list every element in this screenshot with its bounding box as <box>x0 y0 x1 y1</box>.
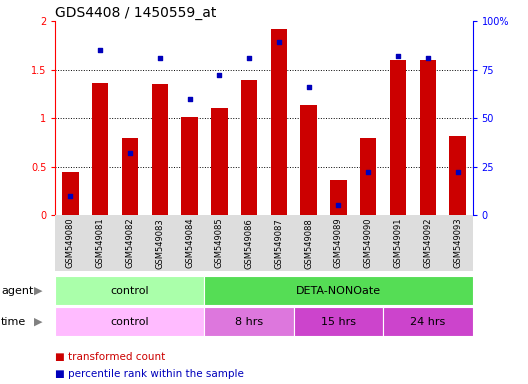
Point <box>305 84 313 90</box>
Text: GSM549080: GSM549080 <box>66 218 75 268</box>
Bar <box>271 29 287 215</box>
Point <box>155 55 164 61</box>
Bar <box>122 139 138 215</box>
Text: GSM549084: GSM549084 <box>185 218 194 268</box>
Text: 8 hrs: 8 hrs <box>235 316 263 327</box>
Bar <box>360 139 376 215</box>
Text: ■ transformed count: ■ transformed count <box>55 352 166 362</box>
Text: ▶: ▶ <box>34 316 42 327</box>
Text: 24 hrs: 24 hrs <box>410 316 446 327</box>
Text: GSM549082: GSM549082 <box>126 218 135 268</box>
Bar <box>390 60 406 215</box>
Point <box>185 96 194 102</box>
Bar <box>420 60 436 215</box>
Text: control: control <box>110 316 149 327</box>
Point <box>394 53 402 59</box>
Point <box>364 169 373 175</box>
Text: GSM549083: GSM549083 <box>155 218 164 268</box>
Bar <box>204 276 473 305</box>
Point <box>275 40 283 46</box>
Text: GSM549092: GSM549092 <box>423 218 432 268</box>
Text: GSM549087: GSM549087 <box>275 218 284 268</box>
Bar <box>331 180 347 215</box>
Text: time: time <box>1 316 26 327</box>
Point <box>126 150 134 156</box>
Bar <box>383 307 473 336</box>
Point <box>454 169 462 175</box>
Point <box>215 72 223 78</box>
Bar <box>211 108 228 215</box>
Text: DETA-NONOate: DETA-NONOate <box>296 286 381 296</box>
Text: ■ percentile rank within the sample: ■ percentile rank within the sample <box>55 369 244 379</box>
Bar <box>241 80 257 215</box>
Bar <box>204 307 294 336</box>
Text: GSM549086: GSM549086 <box>244 218 253 268</box>
Text: GSM549081: GSM549081 <box>96 218 105 268</box>
Point <box>334 202 343 209</box>
Text: control: control <box>110 286 149 296</box>
Bar <box>55 307 204 336</box>
Bar <box>152 84 168 215</box>
Point <box>245 55 253 61</box>
Bar <box>55 276 204 305</box>
Text: 15 hrs: 15 hrs <box>321 316 356 327</box>
Bar <box>92 83 108 215</box>
Text: GSM549091: GSM549091 <box>393 218 402 268</box>
Bar <box>300 104 317 215</box>
Text: GDS4408 / 1450559_at: GDS4408 / 1450559_at <box>55 6 217 20</box>
Point <box>66 193 74 199</box>
Text: GSM549085: GSM549085 <box>215 218 224 268</box>
Bar <box>62 172 79 215</box>
Point <box>423 55 432 61</box>
Point <box>96 47 105 53</box>
Text: GSM549088: GSM549088 <box>304 218 313 268</box>
Bar <box>294 307 383 336</box>
Text: GSM549093: GSM549093 <box>453 218 462 268</box>
Text: ▶: ▶ <box>34 286 42 296</box>
Bar <box>449 136 466 215</box>
Text: agent: agent <box>1 286 33 296</box>
Bar <box>181 117 197 215</box>
Text: GSM549090: GSM549090 <box>364 218 373 268</box>
Text: GSM549089: GSM549089 <box>334 218 343 268</box>
